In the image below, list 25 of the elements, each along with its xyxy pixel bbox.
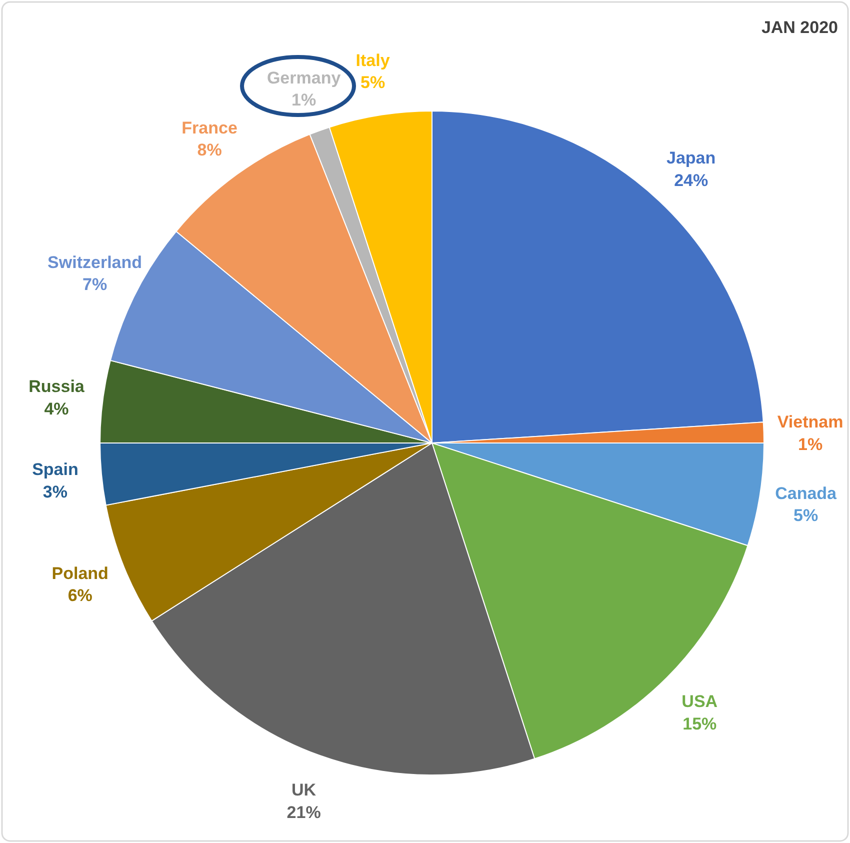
data-label: 7%	[82, 274, 108, 294]
slice-label: Switzerland	[48, 252, 142, 272]
data-label: 5%	[794, 506, 818, 525]
chart-title: JAN 2020	[761, 18, 838, 37]
slice-label: UK	[292, 780, 317, 800]
data-label: 8%	[197, 140, 222, 160]
slice-label: France	[182, 118, 238, 138]
data-label: 3%	[42, 482, 68, 502]
data-label: 5%	[360, 72, 386, 92]
slice-label: USA	[682, 692, 718, 712]
data-label: 4%	[44, 399, 69, 418]
data-label: 1%	[292, 90, 316, 110]
slice-label: Italy	[356, 50, 390, 70]
slice-label: Russia	[28, 377, 85, 396]
data-label: 21%	[286, 802, 321, 822]
slice-label: Canada	[775, 484, 838, 503]
slice-label: Japan	[666, 148, 716, 168]
data-label: 24%	[674, 170, 708, 190]
data-label: 1%	[798, 434, 823, 454]
slice-label: Germany	[266, 68, 342, 88]
slice-label: Spain	[32, 460, 78, 480]
slice-label: Poland	[52, 564, 108, 583]
data-label: 15%	[682, 714, 717, 734]
data-label: 6%	[68, 586, 92, 606]
slice-label: Vietnam	[777, 412, 844, 432]
